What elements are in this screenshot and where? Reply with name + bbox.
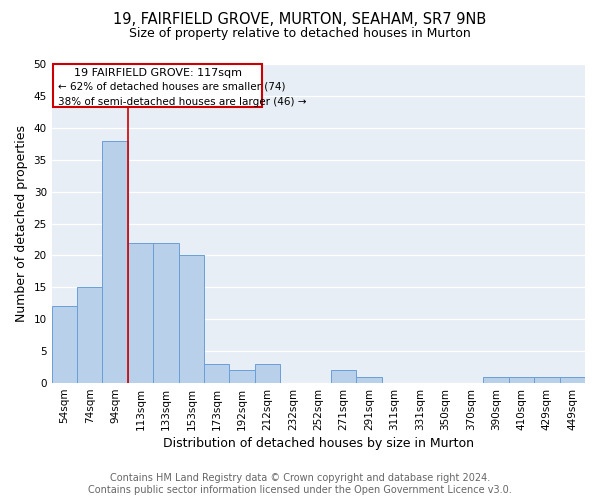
Bar	[356, 376, 382, 383]
Bar	[52, 306, 77, 383]
Bar	[153, 242, 179, 383]
Bar	[560, 376, 585, 383]
Text: Contains HM Land Registry data © Crown copyright and database right 2024.
Contai: Contains HM Land Registry data © Crown c…	[88, 474, 512, 495]
Bar	[255, 364, 280, 383]
Text: 19 FAIRFIELD GROVE: 117sqm: 19 FAIRFIELD GROVE: 117sqm	[74, 68, 242, 78]
Bar	[179, 256, 204, 383]
Text: 19, FAIRFIELD GROVE, MURTON, SEAHAM, SR7 9NB: 19, FAIRFIELD GROVE, MURTON, SEAHAM, SR7…	[113, 12, 487, 28]
Bar	[229, 370, 255, 383]
FancyBboxPatch shape	[53, 64, 262, 108]
Bar	[509, 376, 534, 383]
X-axis label: Distribution of detached houses by size in Murton: Distribution of detached houses by size …	[163, 437, 474, 450]
Y-axis label: Number of detached properties: Number of detached properties	[15, 125, 28, 322]
Text: 38% of semi-detached houses are larger (46) →: 38% of semi-detached houses are larger (…	[58, 96, 307, 106]
Bar	[534, 376, 560, 383]
Bar	[128, 242, 153, 383]
Bar	[77, 288, 103, 383]
Bar	[103, 140, 128, 383]
Bar	[484, 376, 509, 383]
Text: ← 62% of detached houses are smaller (74): ← 62% of detached houses are smaller (74…	[58, 81, 286, 91]
Bar	[204, 364, 229, 383]
Text: Size of property relative to detached houses in Murton: Size of property relative to detached ho…	[129, 28, 471, 40]
Bar	[331, 370, 356, 383]
